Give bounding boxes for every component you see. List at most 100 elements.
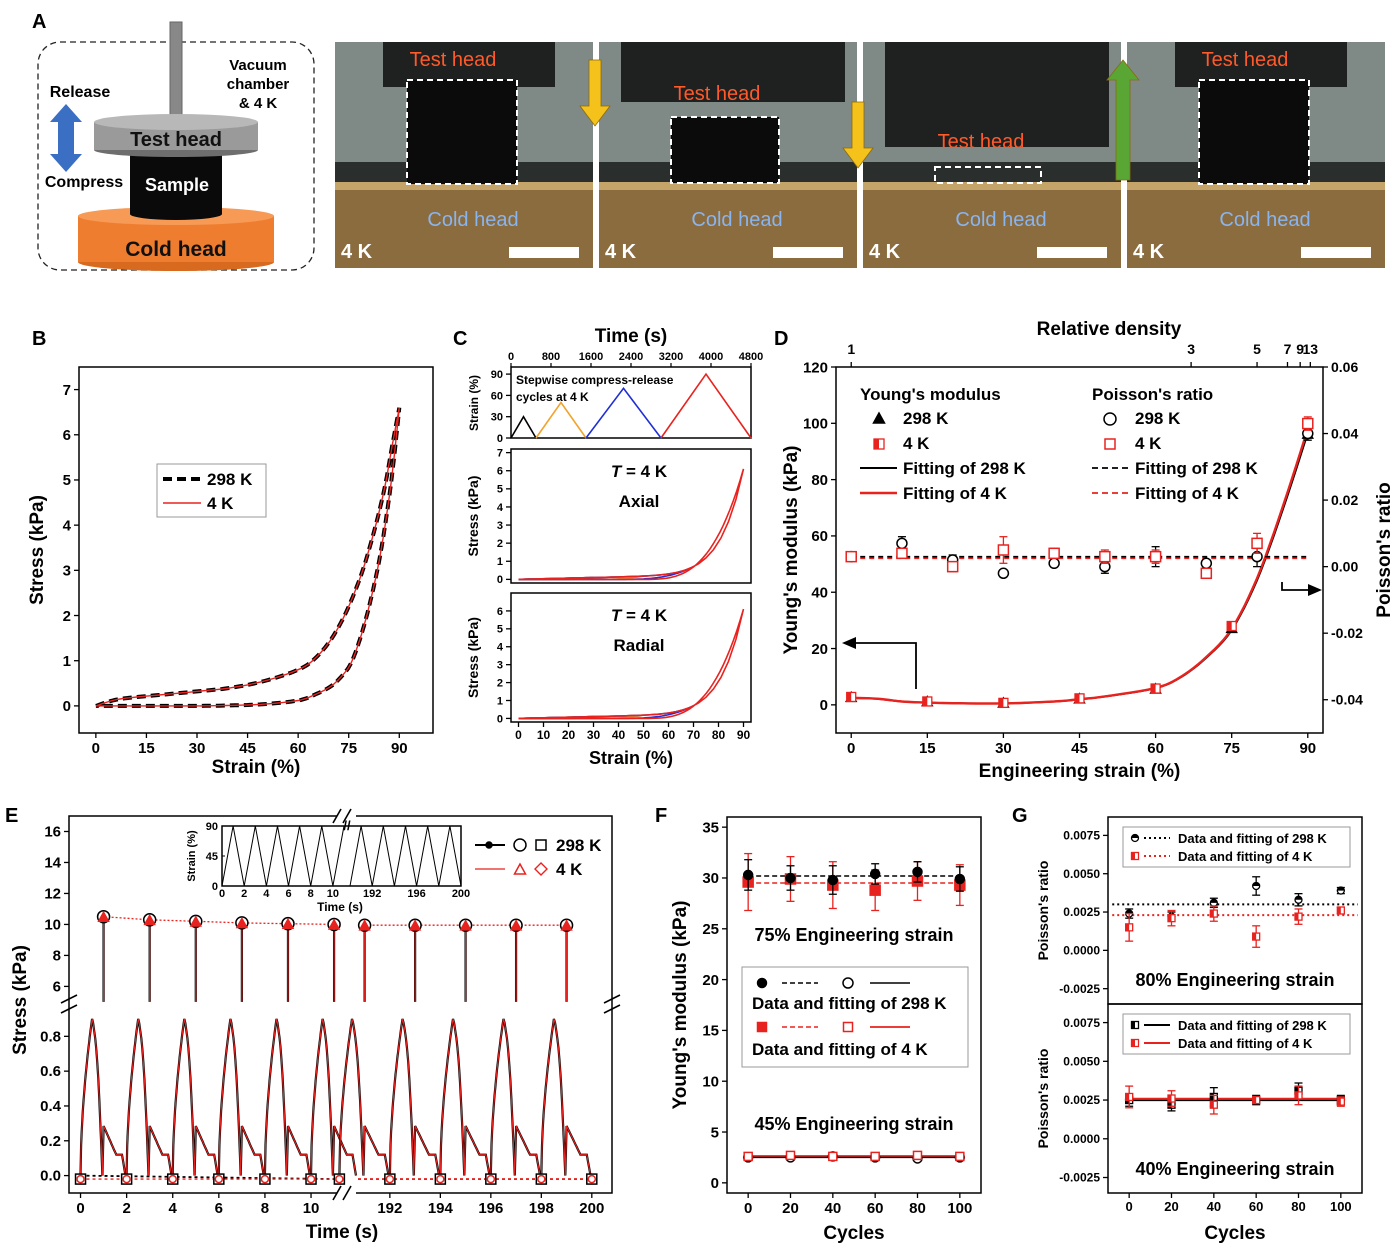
youngs-4k-point-fill — [1227, 621, 1232, 631]
axial-frame — [510, 448, 752, 584]
strain-80-strain-label: 80% Engineering strain — [1135, 970, 1334, 990]
y-tick-label-upper: 6 — [53, 978, 61, 995]
strain-tick-label: 0 — [497, 433, 503, 445]
photo-2: Test head Cold head 4 K — [599, 42, 857, 268]
inset-y-tick-label: 45 — [206, 851, 218, 863]
legend-298k-label: Data and fitting of 298 K — [752, 994, 947, 1013]
strain-x-tick-label: 90 — [737, 728, 751, 742]
cold-head-label: Cold head — [125, 238, 227, 261]
panel-label-a: A — [32, 11, 46, 33]
y-tick-label: 5 — [63, 472, 71, 489]
sample-outline — [1198, 79, 1310, 185]
y-axis-label: Young's modulus (kPa) — [781, 446, 802, 655]
strain-80-legend-298k-marker-fill — [1131, 834, 1139, 838]
y2-tick-label: -0.02 — [1331, 625, 1363, 641]
point-75-4k — [869, 884, 881, 896]
y2-tick-label: 0.06 — [1331, 359, 1358, 375]
x-axis-break-icon — [332, 808, 342, 824]
panel-label-d: D — [774, 328, 788, 350]
radial-y-tick-label: 4 — [497, 642, 504, 654]
radial-frame — [510, 592, 752, 723]
valley-4k-point — [122, 1174, 131, 1184]
valley-4k-point — [537, 1174, 546, 1184]
strain-x-tick-label: 0 — [515, 728, 522, 742]
label-75-strain: 75% Engineering strain — [754, 925, 953, 945]
y2-tick-label: -0.04 — [1331, 692, 1363, 708]
peak-4k-point — [408, 919, 422, 931]
strain-80-point-298k-fill — [1252, 882, 1260, 886]
strain-80-y-tick-label: 0.0050 — [1063, 867, 1100, 881]
x-tick-label: 0 — [744, 1200, 752, 1217]
radial-y-tick-label: 5 — [497, 624, 503, 636]
youngs-4k-point-fill — [846, 692, 852, 702]
valley-4k-point — [385, 1174, 395, 1184]
legend-youngs-label: Fitting of 298 K — [903, 459, 1027, 478]
poisson-4k-point — [896, 547, 908, 560]
y2-tick-label: 0.04 — [1331, 426, 1358, 442]
strain-40-point-4k-fill — [1252, 1096, 1257, 1104]
y-tick-label: 0 — [711, 1175, 719, 1192]
scale-bar — [1037, 247, 1107, 258]
x-tick-label: 4 — [169, 1200, 178, 1217]
inset-strain-left — [221, 825, 345, 887]
strain-40-point-4k — [1294, 1091, 1303, 1100]
sample-bottom — [130, 208, 222, 220]
valley-4k-point — [335, 1174, 344, 1184]
strain-40-point-4k — [1209, 1100, 1218, 1109]
cycle-4k — [172, 1018, 219, 1176]
valley-4k-point — [260, 1174, 270, 1184]
y-tick-label: 60 — [811, 528, 828, 545]
y-tick-label-upper: 14 — [44, 854, 61, 871]
legend-298k-open — [842, 977, 854, 989]
photo-3: Test head Cold head 4 K — [863, 42, 1121, 268]
y-tick-label: 0 — [820, 697, 828, 714]
panel-label-e: E — [5, 805, 18, 827]
legend-youngs-title: Young's modulus — [860, 385, 1001, 404]
photo-1: Test head Cold head 4 K — [335, 42, 593, 268]
x-tick-label: 200 — [579, 1200, 604, 1217]
scale-bar — [509, 247, 579, 258]
point-45-4k — [785, 1150, 796, 1161]
strain-80-point-4k-fill — [1252, 933, 1257, 941]
x-tick-label: 75 — [340, 740, 357, 757]
strain-80-point-4k — [1125, 923, 1134, 932]
strain-80-point-4k — [1294, 912, 1303, 921]
strain-40-y-label: Poisson's ratio — [1035, 1049, 1051, 1149]
strain-x-tick-label: 20 — [562, 728, 576, 742]
point-45-4k — [870, 1151, 880, 1162]
y-axis-break-icon — [60, 1004, 78, 1014]
inset-x-tick-label: 4 — [263, 888, 270, 900]
legend-poisson-label: Fitting of 4 K — [1135, 484, 1240, 503]
release-label: Release — [50, 84, 111, 101]
x-tick-label: 194 — [428, 1200, 454, 1217]
y-tick-label: 4 — [63, 517, 72, 534]
x-axis-label: Cycles — [823, 1223, 884, 1244]
x-tick-label: 2 — [122, 1200, 130, 1217]
inset-x-tick-label: 196 — [407, 888, 425, 900]
strain-x-tick-label: 50 — [637, 728, 651, 742]
valley-4k-point — [306, 1174, 316, 1184]
y2-tick-label: 0.00 — [1331, 559, 1358, 575]
strain-80-point-4k — [1252, 932, 1261, 941]
peak-4k-point — [560, 919, 573, 931]
right-axis-arrow — [1281, 582, 1314, 591]
youngs-4k-point — [846, 691, 857, 703]
poisson-4k-point — [1149, 550, 1162, 563]
youngs-fit-4k — [851, 428, 1309, 705]
strain-80-y-label: Poisson's ratio — [1035, 861, 1051, 961]
poisson-4k-point — [1048, 547, 1060, 560]
strain-80-point-4k-fill — [1210, 910, 1214, 918]
y-tick-label: 100 — [803, 416, 828, 433]
strain-x-tick-label: 10 — [537, 728, 551, 742]
y-tick-label: 2 — [63, 608, 71, 625]
cold-head-edge — [863, 182, 1121, 190]
point-45-4k — [828, 1151, 838, 1162]
x-tick-label: 0 — [92, 740, 100, 757]
x-tick-label: 10 — [303, 1200, 320, 1217]
photo-cold-head-label: Cold head — [691, 209, 782, 231]
x-tick-label: 90 — [1299, 740, 1316, 757]
axial-y-tick-label: 1 — [497, 556, 503, 568]
photo-test-head-label: Test head — [410, 49, 497, 71]
y2-axis-label: Poisson's ratio — [1374, 482, 1395, 617]
